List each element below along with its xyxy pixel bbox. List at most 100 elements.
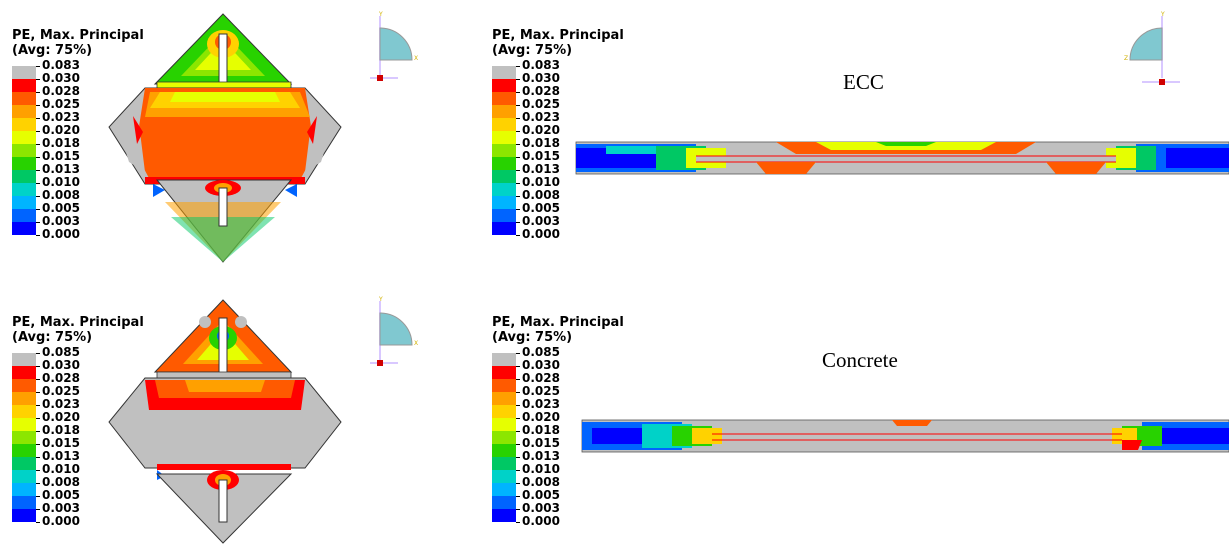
legend-tick [516, 366, 520, 379]
legend-value: 0.030 [42, 71, 80, 85]
legend-tick [516, 235, 520, 248]
legend-value: 0.025 [42, 97, 80, 111]
triad-y-label: Y [378, 11, 383, 18]
concrete-section-contour [581, 419, 1229, 453]
legend-tick [516, 209, 520, 222]
legend-swatch [492, 157, 516, 170]
legend-tick [36, 405, 40, 418]
legend-tick [516, 196, 520, 209]
legend-value: 0.023 [42, 110, 80, 124]
legend-value: 0.003 [42, 501, 80, 515]
legend-value: 0.000 [42, 514, 80, 528]
legend-tick [36, 418, 40, 431]
axis-triad-icon: Y Z [1124, 11, 1180, 85]
legend-value: 0.003 [522, 501, 560, 515]
legend-swatch [12, 509, 36, 522]
legend-value: 0.030 [522, 71, 560, 85]
axis-triad-icon: Y X [370, 11, 418, 81]
legend-swatch [492, 170, 516, 183]
legend-value: 0.020 [42, 123, 80, 137]
legend-swatch [12, 392, 36, 405]
legend-value: 0.020 [42, 410, 80, 424]
legend-tick [516, 144, 520, 157]
legend-title: PE, Max. Principal [12, 315, 144, 330]
legend-value: 0.015 [42, 436, 80, 450]
legend-tick [36, 157, 40, 170]
legend-tick [36, 66, 40, 79]
legend-tick [516, 105, 520, 118]
legend-value: 0.018 [522, 136, 560, 150]
legend-values: 0.085 0.030 0.028 0.025 0.023 0.020 0.01… [522, 346, 560, 528]
legend-tick [36, 92, 40, 105]
ecc-section-contour [575, 141, 1229, 175]
legend-value: 0.085 [522, 345, 560, 359]
legend-tick [36, 431, 40, 444]
axis-triad-icon: Y X [370, 296, 418, 366]
legend-tick [516, 118, 520, 131]
legend-tick [36, 496, 40, 509]
legend-swatch [12, 496, 36, 509]
color-bar [492, 66, 516, 235]
legend-swatch [12, 66, 36, 79]
legend-value: 0.010 [522, 175, 560, 189]
legend-swatch [12, 170, 36, 183]
legend-tick [516, 222, 520, 235]
legend-tick [36, 444, 40, 457]
legend-value: 0.018 [42, 423, 80, 437]
legend-value: 0.025 [522, 384, 560, 398]
legend-swatch [492, 144, 516, 157]
legend-swatch [492, 509, 516, 522]
legend-title: PE, Max. Principal [492, 315, 624, 330]
triad-x-label: X [414, 340, 418, 347]
tick-marks [36, 346, 40, 535]
color-bar [492, 353, 516, 522]
legend-tick [516, 79, 520, 92]
legend-tick [36, 522, 40, 535]
legend-tick [36, 457, 40, 470]
legend-tick [516, 170, 520, 183]
legend-swatch [12, 183, 36, 196]
legend-value: 0.005 [42, 488, 80, 502]
legend-value: 0.023 [42, 397, 80, 411]
legend-tick [516, 470, 520, 483]
legend-swatch [492, 92, 516, 105]
legend-swatch [12, 405, 36, 418]
legend-tick [516, 444, 520, 457]
legend-tick [516, 509, 520, 522]
material-label-concrete: Concrete [822, 348, 898, 372]
legend-title: PE, Max. Principal [492, 28, 624, 43]
legend-swatch [492, 444, 516, 457]
legend-value: 0.013 [522, 162, 560, 176]
legend-swatch [492, 392, 516, 405]
legend-value: 0.085 [42, 345, 80, 359]
legend-swatch [492, 105, 516, 118]
legend-value: 0.003 [42, 214, 80, 228]
legend-tick [516, 418, 520, 431]
legend-swatch [492, 379, 516, 392]
legend-tick [36, 353, 40, 366]
legend-value: 0.003 [522, 214, 560, 228]
color-bar [12, 353, 36, 522]
legend-value: 0.005 [522, 488, 560, 502]
legend-tick [36, 183, 40, 196]
tick-marks [36, 59, 40, 248]
legend-values: 0.083 0.030 0.028 0.025 0.023 0.020 0.01… [42, 59, 80, 241]
legend-swatch [492, 131, 516, 144]
legend-swatch [492, 483, 516, 496]
legend-tick [516, 92, 520, 105]
legend-subtitle: (Avg: 75%) [12, 43, 93, 58]
legend-swatch [12, 379, 36, 392]
legend-value: 0.083 [42, 58, 80, 72]
legend-tick [516, 496, 520, 509]
legend-tick [36, 209, 40, 222]
legend-value: 0.013 [42, 162, 80, 176]
legend-swatch [12, 196, 36, 209]
legend-tick [36, 144, 40, 157]
legend-swatch [492, 457, 516, 470]
legend-value: 0.028 [522, 84, 560, 98]
triad-y-label: Y [378, 296, 383, 303]
legend-value: 0.025 [42, 384, 80, 398]
triad-z-label: Z [1124, 55, 1128, 62]
legend-tick [36, 392, 40, 405]
legend-swatch [12, 105, 36, 118]
